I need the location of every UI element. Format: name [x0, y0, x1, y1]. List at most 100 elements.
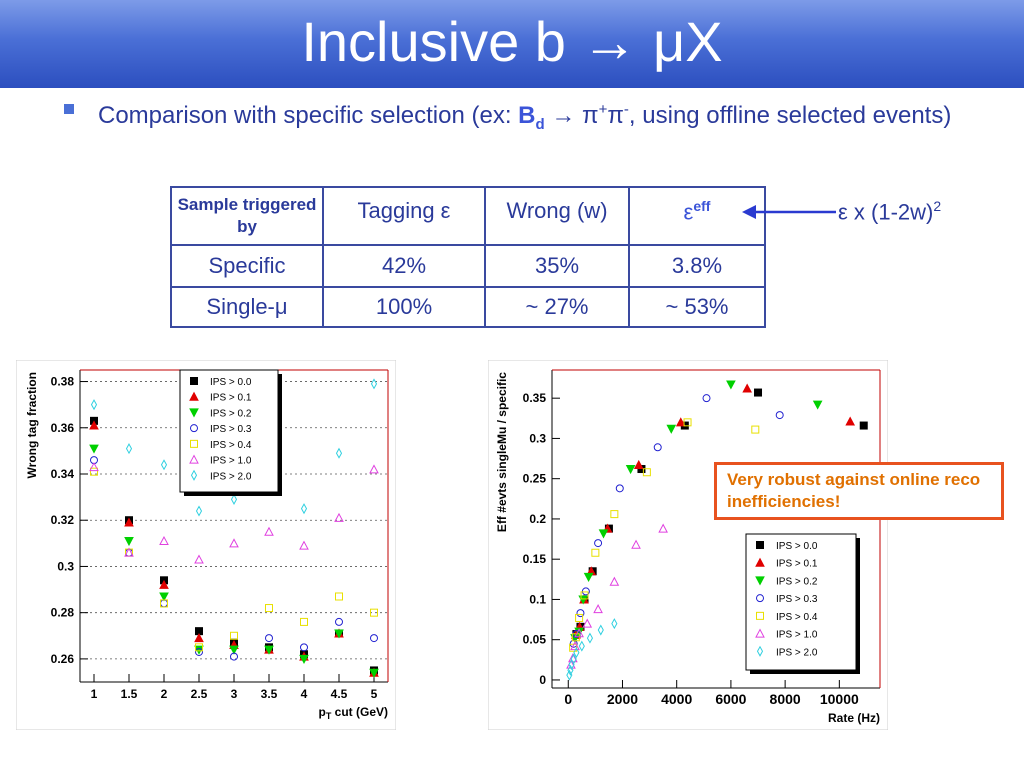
robust-note: Very robust against online reco ineffici…: [714, 462, 1004, 520]
x-tick-label: 4: [301, 687, 308, 701]
table-cell: 3.8%: [628, 244, 766, 288]
data-point: [159, 592, 169, 602]
table-cell: Single-μ: [170, 286, 324, 328]
data-point: [89, 420, 99, 430]
data-point: [125, 443, 133, 455]
data-point: [702, 394, 711, 403]
series-3: [569, 394, 784, 648]
data-point: [189, 408, 199, 418]
data-point: [812, 400, 823, 410]
y-tick-label: 0.35: [523, 391, 547, 405]
legend-label: IPS > 0.2: [776, 576, 818, 587]
data-point: [597, 624, 604, 636]
x-tick-label: 6000: [715, 691, 746, 707]
data-point: [594, 539, 603, 548]
data-point: [334, 512, 344, 522]
header-tagging: Tagging ε: [322, 186, 486, 246]
legend-label: IPS > 2.0: [776, 647, 818, 658]
data-point: [264, 526, 274, 536]
efficiency-rate-chart: 0 0.05 0.1 0.15 0.2 0.25 0.3 0.35 0 2000 4000 6000 8…: [488, 360, 888, 730]
data-point: [859, 421, 868, 430]
data-point: [658, 523, 668, 533]
data-point: [335, 617, 343, 626]
bullet-prefix: Comparison with specific selection (ex:: [98, 102, 519, 129]
series-6: [90, 378, 378, 517]
bullet-marker: [64, 104, 74, 114]
data-point: [845, 416, 856, 426]
data-point: [625, 465, 636, 475]
y-tick-label: 0.38: [51, 375, 75, 389]
data-point: [653, 443, 662, 452]
wrong-tag-chart: 0.26 0.28 0.3 0.32 0.34 0.36 0.38 1 1.5 2 2.5 3 3.5 4…: [16, 360, 396, 730]
data-point: [582, 618, 593, 628]
data-point: [89, 462, 99, 472]
y-tick-label: 0.26: [51, 652, 75, 666]
y-tick-label: 0.1: [529, 592, 546, 606]
bullet-suffix: , using offline selected events): [628, 102, 952, 129]
data-point: [90, 399, 98, 411]
legend-label: IPS > 0.3: [210, 424, 252, 435]
data-point: [756, 611, 764, 620]
data-point: [124, 537, 134, 547]
x-tick-label: 3.5: [261, 687, 278, 701]
particle-b: Bd: [518, 102, 545, 133]
data-point: [159, 535, 169, 546]
data-point: [335, 447, 343, 459]
data-point: [230, 493, 238, 505]
data-point: [189, 454, 199, 464]
data-point: [578, 640, 585, 652]
data-point: [90, 467, 98, 476]
x-tick-label: 3: [231, 687, 238, 701]
series-6: [566, 618, 618, 681]
y-axis-label: Wrong tag fraction: [25, 372, 39, 478]
x-tick-label: 2000: [607, 691, 638, 707]
data-point: [586, 632, 594, 644]
data-point: [609, 576, 620, 586]
x-axis-label: Rate (Hz): [828, 711, 880, 725]
legend-label: IPS > 1.0: [210, 456, 252, 467]
data-point: [570, 653, 577, 665]
data-point: [264, 645, 274, 655]
data-point: [190, 469, 198, 481]
x-tick-label: 0: [564, 691, 572, 707]
data-point: [726, 380, 736, 390]
y-tick-label: 0.05: [523, 633, 547, 647]
data-point: [299, 540, 309, 550]
y-tick-label: 0.2: [529, 512, 546, 526]
data-point: [574, 628, 584, 638]
table-cell: ~ 27%: [484, 286, 630, 328]
data-point: [611, 618, 618, 630]
data-point: [265, 634, 273, 643]
y-tick-label: 0.25: [523, 472, 547, 486]
y-tick-label: 0.3: [529, 431, 546, 445]
data-point: [633, 459, 644, 469]
data-point: [755, 557, 765, 567]
legend-box: [745, 533, 857, 671]
data-point: [229, 645, 239, 655]
data-point: [160, 459, 168, 471]
legend-label: IPS > 0.4: [210, 440, 252, 451]
y-tick-label: 0.3: [57, 559, 74, 573]
data-point: [598, 529, 609, 539]
x-tick-label: 10000: [820, 691, 859, 707]
data-point: [583, 572, 594, 582]
table-row: Specific 42% 35% 3.8%: [170, 244, 766, 288]
data-point: [742, 383, 753, 393]
table-cell: Specific: [170, 244, 324, 288]
data-point: [581, 587, 590, 596]
formula-arrow: [742, 205, 836, 219]
series-2: [570, 380, 823, 644]
legend-label: IPS > 0.0: [776, 541, 818, 552]
x-tick-label: 4.5: [331, 687, 348, 701]
legend-label: IPS > 0.4: [776, 612, 818, 623]
data-point: [370, 634, 378, 643]
x-tick-label: 1: [91, 687, 98, 701]
table-cell: 35%: [484, 244, 630, 288]
data-point: [89, 444, 99, 454]
data-point: [194, 645, 204, 655]
table-cell: 100%: [322, 286, 486, 328]
data-point: [230, 652, 238, 661]
data-point: [190, 377, 198, 385]
title-bar: [0, 0, 1024, 88]
x-tick-label: 2: [161, 687, 168, 701]
